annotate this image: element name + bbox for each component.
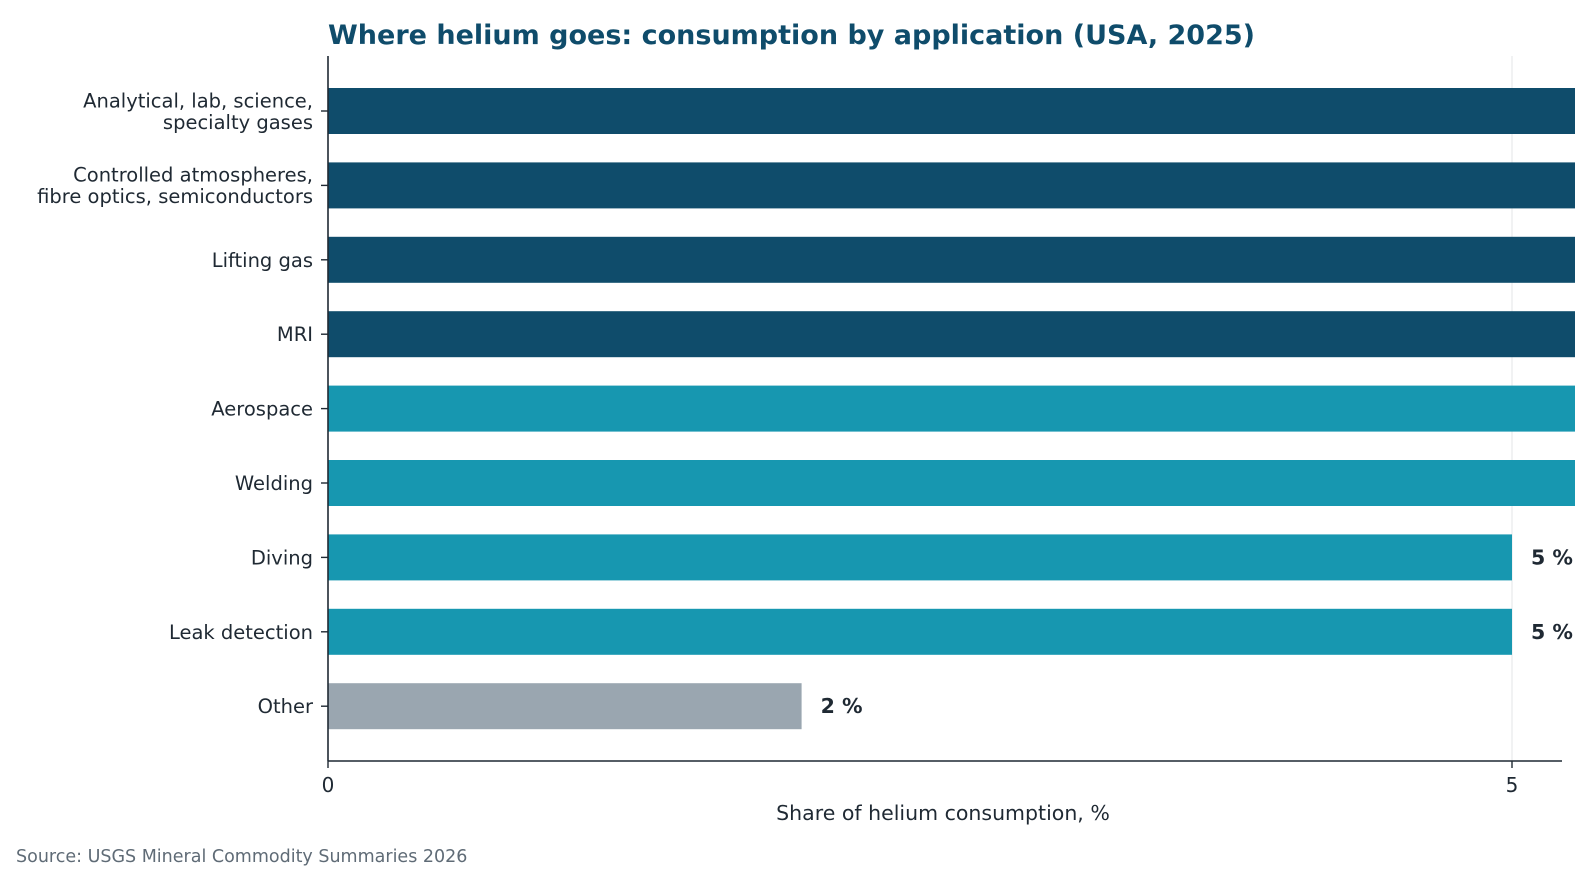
source-note: Source: USGS Mineral Commodity Summaries… <box>16 847 467 867</box>
category-label: Leak detection <box>169 621 313 644</box>
bar-3 <box>328 311 1575 358</box>
x-axis-title: Share of helium consumption, % <box>776 801 1110 825</box>
x-tick-label: 5 <box>1506 773 1519 797</box>
bar-2 <box>328 236 1575 283</box>
category-label: Diving <box>251 546 313 569</box>
axes: 0510152025 <box>321 56 1562 797</box>
category-label: Controlled atmospheres, fibre optics, sem… <box>37 164 313 209</box>
bar-4 <box>328 385 1575 432</box>
bar-8 <box>328 683 802 730</box>
value-label: 2 % <box>821 694 863 718</box>
bars <box>328 88 1575 730</box>
category-label: Lifting gas <box>212 249 313 272</box>
chart-title: Where helium goes: consumption by applic… <box>328 20 1255 51</box>
x-tick-label: 0 <box>322 773 335 797</box>
value-labels: 22 %17 %17 %15 %9 %8 %5 %5 %2 % <box>821 545 1573 718</box>
category-label: Analytical, lab, science, specialty gases <box>83 89 313 134</box>
bar-0 <box>328 88 1575 134</box>
bar-6 <box>328 534 1512 581</box>
value-label: 5 % <box>1531 620 1573 644</box>
category-label: Welding <box>235 472 313 495</box>
category-labels: Analytical, lab, science, specialty gases… <box>37 89 314 718</box>
value-label: 5 % <box>1531 545 1573 569</box>
bar-7 <box>328 608 1512 655</box>
category-label: Aerospace <box>211 398 313 421</box>
category-label: MRI <box>277 323 313 346</box>
category-label: Other <box>258 695 314 718</box>
bar-5 <box>328 460 1575 506</box>
bar-1 <box>328 162 1575 209</box>
